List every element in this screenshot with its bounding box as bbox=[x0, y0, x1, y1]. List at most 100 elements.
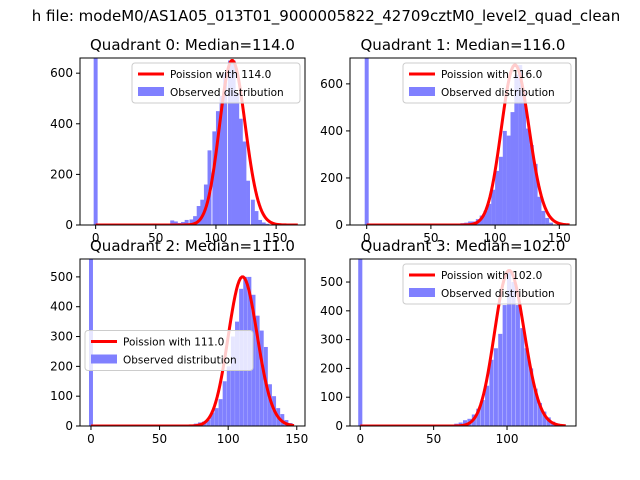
histogram-bar bbox=[265, 223, 270, 225]
subplot-quadrant-2: 0 50 100 150 0 100 200 300 400 500 Quadrant 2: Med… bbox=[50, 237, 308, 446]
x-tick-label: 150 bbox=[265, 231, 288, 245]
histogram-bar bbox=[507, 270, 512, 426]
x-tick-label: 50 bbox=[152, 432, 167, 446]
y-tick-label: 300 bbox=[320, 333, 343, 347]
histogram-bar bbox=[222, 381, 227, 426]
histogram-bar bbox=[498, 333, 503, 426]
subplot-title: Quadrant 3: Median=102.0 bbox=[361, 237, 566, 255]
x-tick-label: 100 bbox=[484, 231, 507, 245]
x-tick-label: 0 bbox=[356, 432, 364, 446]
histogram-bar bbox=[227, 60, 232, 225]
y-tick-label: 200 bbox=[320, 361, 343, 375]
x-tick-label: 0 bbox=[87, 432, 95, 446]
histogram-bar bbox=[525, 128, 530, 225]
histogram-bar bbox=[255, 315, 260, 426]
legend-frame bbox=[402, 62, 572, 104]
y-tick-label: 0 bbox=[65, 218, 73, 232]
histogram-bar bbox=[549, 222, 554, 225]
histogram-bar bbox=[520, 328, 525, 426]
histogram-bar-zero bbox=[93, 58, 98, 225]
x-tick-label: 100 bbox=[217, 432, 240, 446]
x-tick-label: 50 bbox=[423, 231, 438, 245]
histogram-bar bbox=[483, 210, 488, 225]
histogram-bar bbox=[189, 219, 194, 225]
legend-poisson-label: Poission with 102.0 bbox=[441, 270, 542, 282]
histogram-bar bbox=[231, 60, 236, 225]
x-tick-label: 50 bbox=[148, 231, 163, 245]
x-tick-label: 100 bbox=[205, 231, 228, 245]
histogram-bar bbox=[489, 359, 494, 426]
legend-poisson-label: Poission with 111.0 bbox=[123, 337, 224, 349]
histogram-bar bbox=[529, 368, 534, 426]
y-tick-label: 200 bbox=[320, 171, 343, 185]
figure-title: h file: modeM0/AS1A05_013T01_9000005822_… bbox=[32, 7, 621, 26]
legend-observed-label: Observed distribution bbox=[170, 87, 284, 99]
y-tick-label: 200 bbox=[50, 359, 73, 373]
legend-observed-swatch bbox=[409, 288, 435, 297]
histogram-bar bbox=[261, 222, 266, 225]
histogram-bar bbox=[480, 400, 485, 426]
legend-poisson-label: Poission with 114.0 bbox=[170, 69, 271, 81]
subplots: 0 50 100 150 0 200 400 600 Quadrant 0: Median=11… bbox=[50, 36, 577, 446]
histogram-bar bbox=[487, 203, 492, 225]
y-tick-label: 100 bbox=[50, 389, 73, 403]
histogram-bar bbox=[223, 73, 228, 225]
histogram-bar bbox=[170, 220, 175, 225]
x-tick-label: 150 bbox=[548, 231, 571, 245]
legend-observed-label: Observed distribution bbox=[123, 355, 237, 367]
histogram-bar bbox=[542, 411, 547, 426]
histogram-bar bbox=[515, 305, 520, 426]
histogram-bar bbox=[514, 74, 519, 225]
histogram-bar bbox=[529, 145, 534, 225]
legend-poisson-label: Poission with 116.0 bbox=[441, 69, 542, 81]
histogram-bar bbox=[541, 210, 546, 225]
y-tick-label: 0 bbox=[335, 419, 343, 433]
y-tick-label: 600 bbox=[320, 77, 343, 91]
axes-frame bbox=[79, 258, 306, 427]
histogram-bar bbox=[498, 156, 503, 225]
histogram-bar bbox=[522, 90, 527, 225]
x-tick-label: 150 bbox=[285, 432, 308, 446]
y-tick-label: 600 bbox=[50, 66, 73, 80]
histogram-bar bbox=[537, 196, 542, 225]
histogram-bar bbox=[533, 163, 538, 225]
subplot-quadrant-1: 0 50 100 150 0 200 400 600 Quadrant 1: Median=11… bbox=[320, 36, 577, 245]
legend-observed-swatch bbox=[138, 87, 164, 96]
axes-frame bbox=[349, 258, 577, 427]
histogram-bar bbox=[214, 408, 219, 426]
x-tick-label: 100 bbox=[496, 432, 519, 446]
y-tick-label: 300 bbox=[50, 330, 73, 344]
histogram-bar bbox=[502, 305, 507, 426]
plot-area bbox=[358, 259, 566, 426]
histogram-bar bbox=[242, 141, 247, 225]
histogram-bar-zero bbox=[364, 58, 369, 225]
y-tick-label: 100 bbox=[320, 390, 343, 404]
histogram-bar bbox=[510, 112, 515, 225]
histogram-bar bbox=[238, 118, 243, 225]
histogram-bar bbox=[502, 130, 507, 225]
axes-frame bbox=[349, 57, 577, 226]
histogram-bar bbox=[506, 135, 511, 225]
legend-frame bbox=[402, 263, 572, 305]
histogram-bar bbox=[184, 219, 189, 225]
legend-frame bbox=[84, 330, 254, 371]
y-tick-label: 200 bbox=[50, 167, 73, 181]
histogram-bar bbox=[193, 216, 198, 225]
x-tick-label: 50 bbox=[426, 432, 441, 446]
subplot-quadrant-0: 0 50 100 150 0 200 400 600 Quadrant 0: Median=11… bbox=[50, 36, 306, 245]
legend: Poission with 102.0 Observed distribution bbox=[402, 263, 572, 305]
x-tick-label: 0 bbox=[363, 231, 371, 245]
histogram-bar bbox=[537, 402, 542, 426]
legend-observed-label: Observed distribution bbox=[441, 288, 555, 300]
histogram-bar bbox=[235, 321, 240, 426]
plot-area bbox=[93, 58, 299, 225]
histogram-bar bbox=[230, 336, 235, 426]
y-tick-label: 400 bbox=[320, 124, 343, 138]
legend-observed-label: Observed distribution bbox=[441, 87, 555, 99]
histogram-bar bbox=[258, 219, 263, 225]
histogram-bar bbox=[250, 199, 255, 225]
histogram-bar bbox=[259, 330, 264, 426]
histogram-bar bbox=[495, 170, 500, 225]
histogram-bar bbox=[218, 399, 223, 426]
